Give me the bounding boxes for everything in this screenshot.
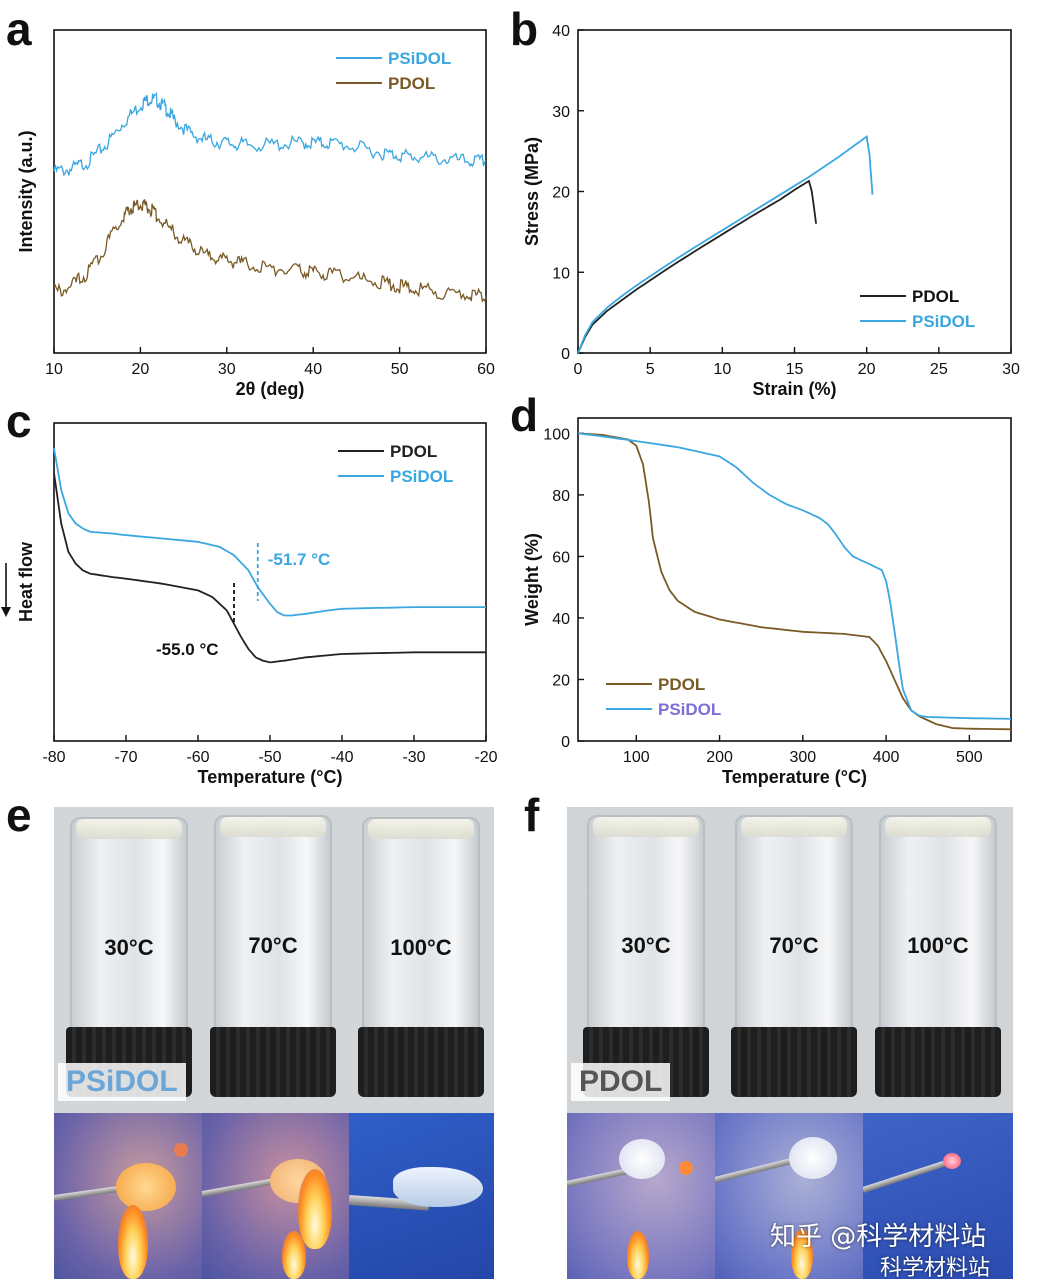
flame-tile-f3 xyxy=(863,1113,1013,1279)
legend-label-pdol: PDOL xyxy=(912,287,959,306)
y-axis-label: Stress (MPa) xyxy=(522,137,542,246)
x-tick-label: 0 xyxy=(574,361,583,378)
chart-d: 100 200 300 400 500 0 20 40 60 80 100 Temperature (… xyxy=(522,417,1012,787)
y-tick-label: 30 xyxy=(552,104,570,121)
x-tick-label: -50 xyxy=(258,749,281,766)
series-line-pdol xyxy=(577,179,817,354)
series-line-psidol xyxy=(577,135,874,354)
series-line-psidol xyxy=(53,91,487,177)
y-tick-label: 40 xyxy=(552,611,570,628)
x-tick-label: 300 xyxy=(789,749,816,766)
flame-tile-f1 xyxy=(567,1113,715,1279)
x-tick-label: 25 xyxy=(930,361,948,378)
panel-letter-c: c xyxy=(6,395,32,447)
x-tick-label: 60 xyxy=(477,361,495,378)
vial-f-70: 70°C xyxy=(731,815,857,1097)
legend-label-psidol: PSiDOL xyxy=(388,49,451,68)
photo-label-psidol: PSiDOL xyxy=(58,1063,186,1101)
x-axis-label: Temperature (°C) xyxy=(198,767,343,787)
legend-label-psidol: PSiDOL xyxy=(390,467,453,486)
x-tick-label: -60 xyxy=(186,749,209,766)
x-tick-label: -80 xyxy=(42,749,65,766)
plot-frame-a xyxy=(53,29,487,354)
watermark-line2: 科学材料站 xyxy=(880,1256,991,1281)
vial-e-70: 70°C xyxy=(210,815,336,1097)
flame-tile-e2 xyxy=(202,1113,349,1279)
y-tick-label: 0 xyxy=(561,734,570,751)
panel-letter-b: b xyxy=(510,3,539,55)
x-tick-label: 40 xyxy=(304,361,322,378)
x-tick-label: 400 xyxy=(873,749,900,766)
x-tick-label: -70 xyxy=(114,749,137,766)
x-tick-label: 30 xyxy=(218,361,236,378)
x-axis-label: Strain (%) xyxy=(752,379,836,399)
flame-tile-e1 xyxy=(54,1113,202,1279)
annotation-label: -51.7 °C xyxy=(268,550,331,569)
x-tick-label: -20 xyxy=(474,749,497,766)
x-tick-label: 500 xyxy=(956,749,983,766)
y-tick-label: 40 xyxy=(552,23,570,40)
panel-letter-f: f xyxy=(524,789,540,841)
legend-label-pdol: PDOL xyxy=(658,675,705,694)
legend-label-psidol: PSiDOL xyxy=(912,312,975,331)
legend-label-psidol: PSiDOL xyxy=(658,700,721,719)
vial-e-100: 100°C xyxy=(358,817,484,1097)
y-tick-label: 0 xyxy=(561,346,570,363)
photo-f-vials: 30°C 70°C 100°C PDOL xyxy=(567,807,1013,1113)
chart-c: -80 -70 -60 -50 -40 -30 -20 Temperature (°C) Hea… xyxy=(1,422,498,787)
y-axis-label: Weight (%) xyxy=(522,533,542,626)
temp-label: 70°C xyxy=(248,933,298,959)
vial-f-100: 100°C xyxy=(875,815,1001,1097)
x-tick-label: 50 xyxy=(391,361,409,378)
x-tick-label: 100 xyxy=(623,749,650,766)
series-line-psidol xyxy=(577,432,1012,720)
watermark-line1: 知乎 @科学材料站 xyxy=(770,1222,987,1252)
chart-a: 10 20 30 40 50 60 2θ (deg) Intensity (a.u.) PSiD… xyxy=(16,29,495,399)
y-tick-label: 20 xyxy=(552,185,570,202)
x-tick-label: 10 xyxy=(45,361,63,378)
plot-frame-d xyxy=(577,417,1012,742)
x-tick-label: 20 xyxy=(858,361,876,378)
x-tick-label: -40 xyxy=(330,749,353,766)
x-tick-label: 20 xyxy=(132,361,150,378)
temp-label: 100°C xyxy=(390,934,452,960)
panel-letter-a: a xyxy=(6,3,32,55)
flame-tile-e3 xyxy=(349,1113,494,1279)
chart-b: 0 5 10 15 20 25 30 0 10 20 30 40 Strain (%) Stress (M… xyxy=(522,23,1020,399)
x-tick-label: 5 xyxy=(646,361,655,378)
y-axis-label: Intensity (a.u.) xyxy=(16,130,36,252)
series-line-pdol xyxy=(53,199,487,303)
vial-e-30: 30°C xyxy=(66,817,192,1097)
y-tick-label: 10 xyxy=(552,265,570,282)
x-axis-label: 2θ (deg) xyxy=(236,379,305,399)
photo-e-vials: 30°C 70°C 100°C PSiDOL xyxy=(54,807,494,1113)
y-tick-label: 100 xyxy=(543,426,570,443)
panel-letter-e: e xyxy=(6,789,32,841)
x-tick-label: 30 xyxy=(1002,361,1020,378)
y-tick-label: 80 xyxy=(552,488,570,505)
temp-label: 70°C xyxy=(769,933,819,959)
x-tick-label: 200 xyxy=(706,749,733,766)
y-tick-label: 60 xyxy=(552,549,570,566)
flame-tile-f2 xyxy=(715,1113,863,1279)
x-tick-label: 10 xyxy=(713,361,731,378)
heat-flow-arrowhead xyxy=(1,607,11,617)
series-line-pdol xyxy=(53,473,486,664)
legend-label-pdol: PDOL xyxy=(388,74,435,93)
series-line-psidol xyxy=(53,447,486,617)
vial-f-30: 30°C xyxy=(583,815,709,1097)
legend-label-pdol: PDOL xyxy=(390,442,437,461)
panel-letter-d: d xyxy=(510,389,539,441)
temp-label: 30°C xyxy=(621,933,671,959)
y-axis-label: Heat flow xyxy=(16,541,36,622)
x-tick-label: -30 xyxy=(402,749,425,766)
annotation-label: -55.0 °C xyxy=(156,640,219,659)
photo-label-pdol: PDOL xyxy=(571,1063,671,1101)
temp-label: 100°C xyxy=(907,933,969,959)
temp-label: 30°C xyxy=(104,934,154,960)
y-tick-label: 20 xyxy=(552,672,570,689)
x-axis-label: Temperature (°C) xyxy=(722,767,867,787)
x-tick-label: 15 xyxy=(786,361,804,378)
